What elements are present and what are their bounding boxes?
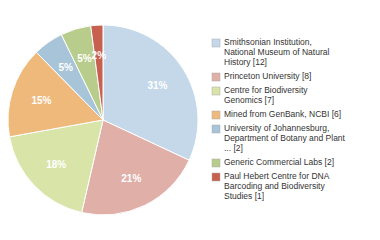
legend-swatch	[212, 173, 220, 181]
legend-label: Paul Hebert Centre for DNABarcoding and …	[224, 171, 330, 201]
legend-swatch	[212, 87, 220, 95]
legend-item: Princeton University [8]	[212, 71, 311, 81]
legend-label: Centre for BiodiversityGenomics [7]	[224, 85, 308, 105]
data-label: 31%	[147, 80, 167, 91]
legend-item: Generic Commercial Labs [2]	[212, 157, 334, 167]
pie-slice	[91, 25, 103, 120]
data-label: 15%	[31, 95, 51, 106]
legend-swatch	[212, 125, 220, 133]
legend-label: University of Johannesburg,Department of…	[224, 123, 346, 153]
legend-swatch	[212, 111, 220, 119]
legend-item: Paul Hebert Centre for DNABarcoding and …	[212, 171, 330, 201]
legend-item: University of Johannesburg,Department of…	[212, 123, 346, 153]
legend: Smithsonian Institution,National Museum …	[212, 37, 346, 201]
legend-label: Smithsonian Institution,National Museum …	[224, 37, 329, 67]
legend-item: Centre for BiodiversityGenomics [7]	[212, 85, 308, 105]
legend-swatch	[212, 73, 220, 81]
legend-item: Mined from GenBank, NCBI [6]	[212, 109, 341, 119]
data-labels: 31%21%18%15%5%5%2%	[31, 50, 167, 184]
data-label: 5%	[77, 53, 92, 64]
legend-item: Smithsonian Institution,National Museum …	[212, 37, 329, 67]
legend-swatch	[212, 159, 220, 167]
chart: 31%21%18%15%5%5%2%Smithsonian Institutio…	[0, 0, 380, 240]
pie-slice	[61, 26, 103, 120]
legend-swatch	[212, 39, 220, 47]
legend-label: Princeton University [8]	[224, 71, 311, 81]
legend-label: Mined from GenBank, NCBI [6]	[224, 109, 341, 119]
data-label: 21%	[121, 173, 141, 184]
pie	[8, 25, 198, 215]
legend-label: Generic Commercial Labs [2]	[224, 157, 334, 167]
data-label: 2%	[92, 50, 107, 61]
data-label: 5%	[58, 62, 73, 73]
data-label: 18%	[46, 159, 66, 170]
